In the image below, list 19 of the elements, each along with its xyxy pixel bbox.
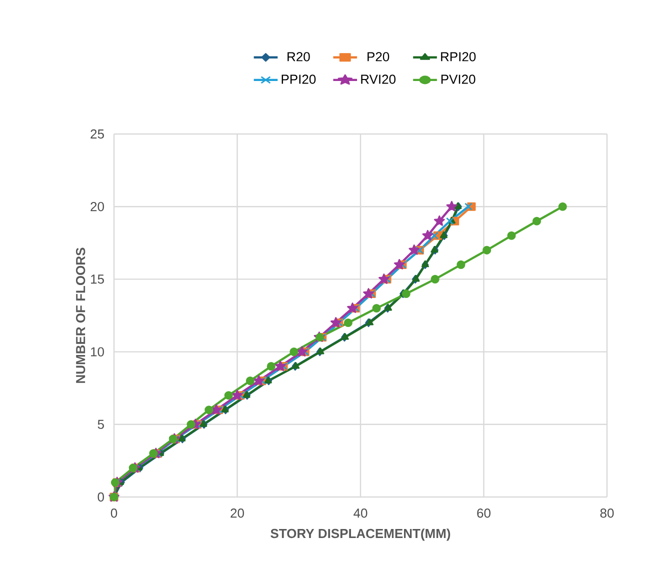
legend-label: RVI20 bbox=[361, 74, 396, 84]
x-tick-label: 80 bbox=[600, 508, 614, 518]
y-tick-label: 15 bbox=[91, 274, 104, 284]
y-tick-label: 25 bbox=[90, 129, 104, 139]
x-tick-label: 0 bbox=[110, 508, 118, 518]
legend-label: RPI20 bbox=[441, 52, 476, 62]
y-axis-title: NUMBER OF FLOORS bbox=[76, 248, 86, 383]
x-tick-label: 40 bbox=[354, 508, 368, 518]
x-tick-label: 20 bbox=[230, 508, 244, 518]
y-tick-label: 20 bbox=[90, 202, 104, 212]
x-tick-label: 60 bbox=[477, 508, 490, 518]
y-tick-label: 0 bbox=[98, 492, 104, 502]
legend-label: PVI20 bbox=[441, 74, 476, 84]
y-tick-label: 10 bbox=[91, 347, 104, 356]
legend-label: R20 bbox=[288, 52, 310, 62]
legend-label: PPI20 bbox=[282, 74, 316, 84]
legend-label: P20 bbox=[368, 52, 390, 62]
y-tick-label: 5 bbox=[98, 420, 104, 429]
x-axis-title: STORY DISPLACEMENT(MM) bbox=[270, 528, 450, 541]
